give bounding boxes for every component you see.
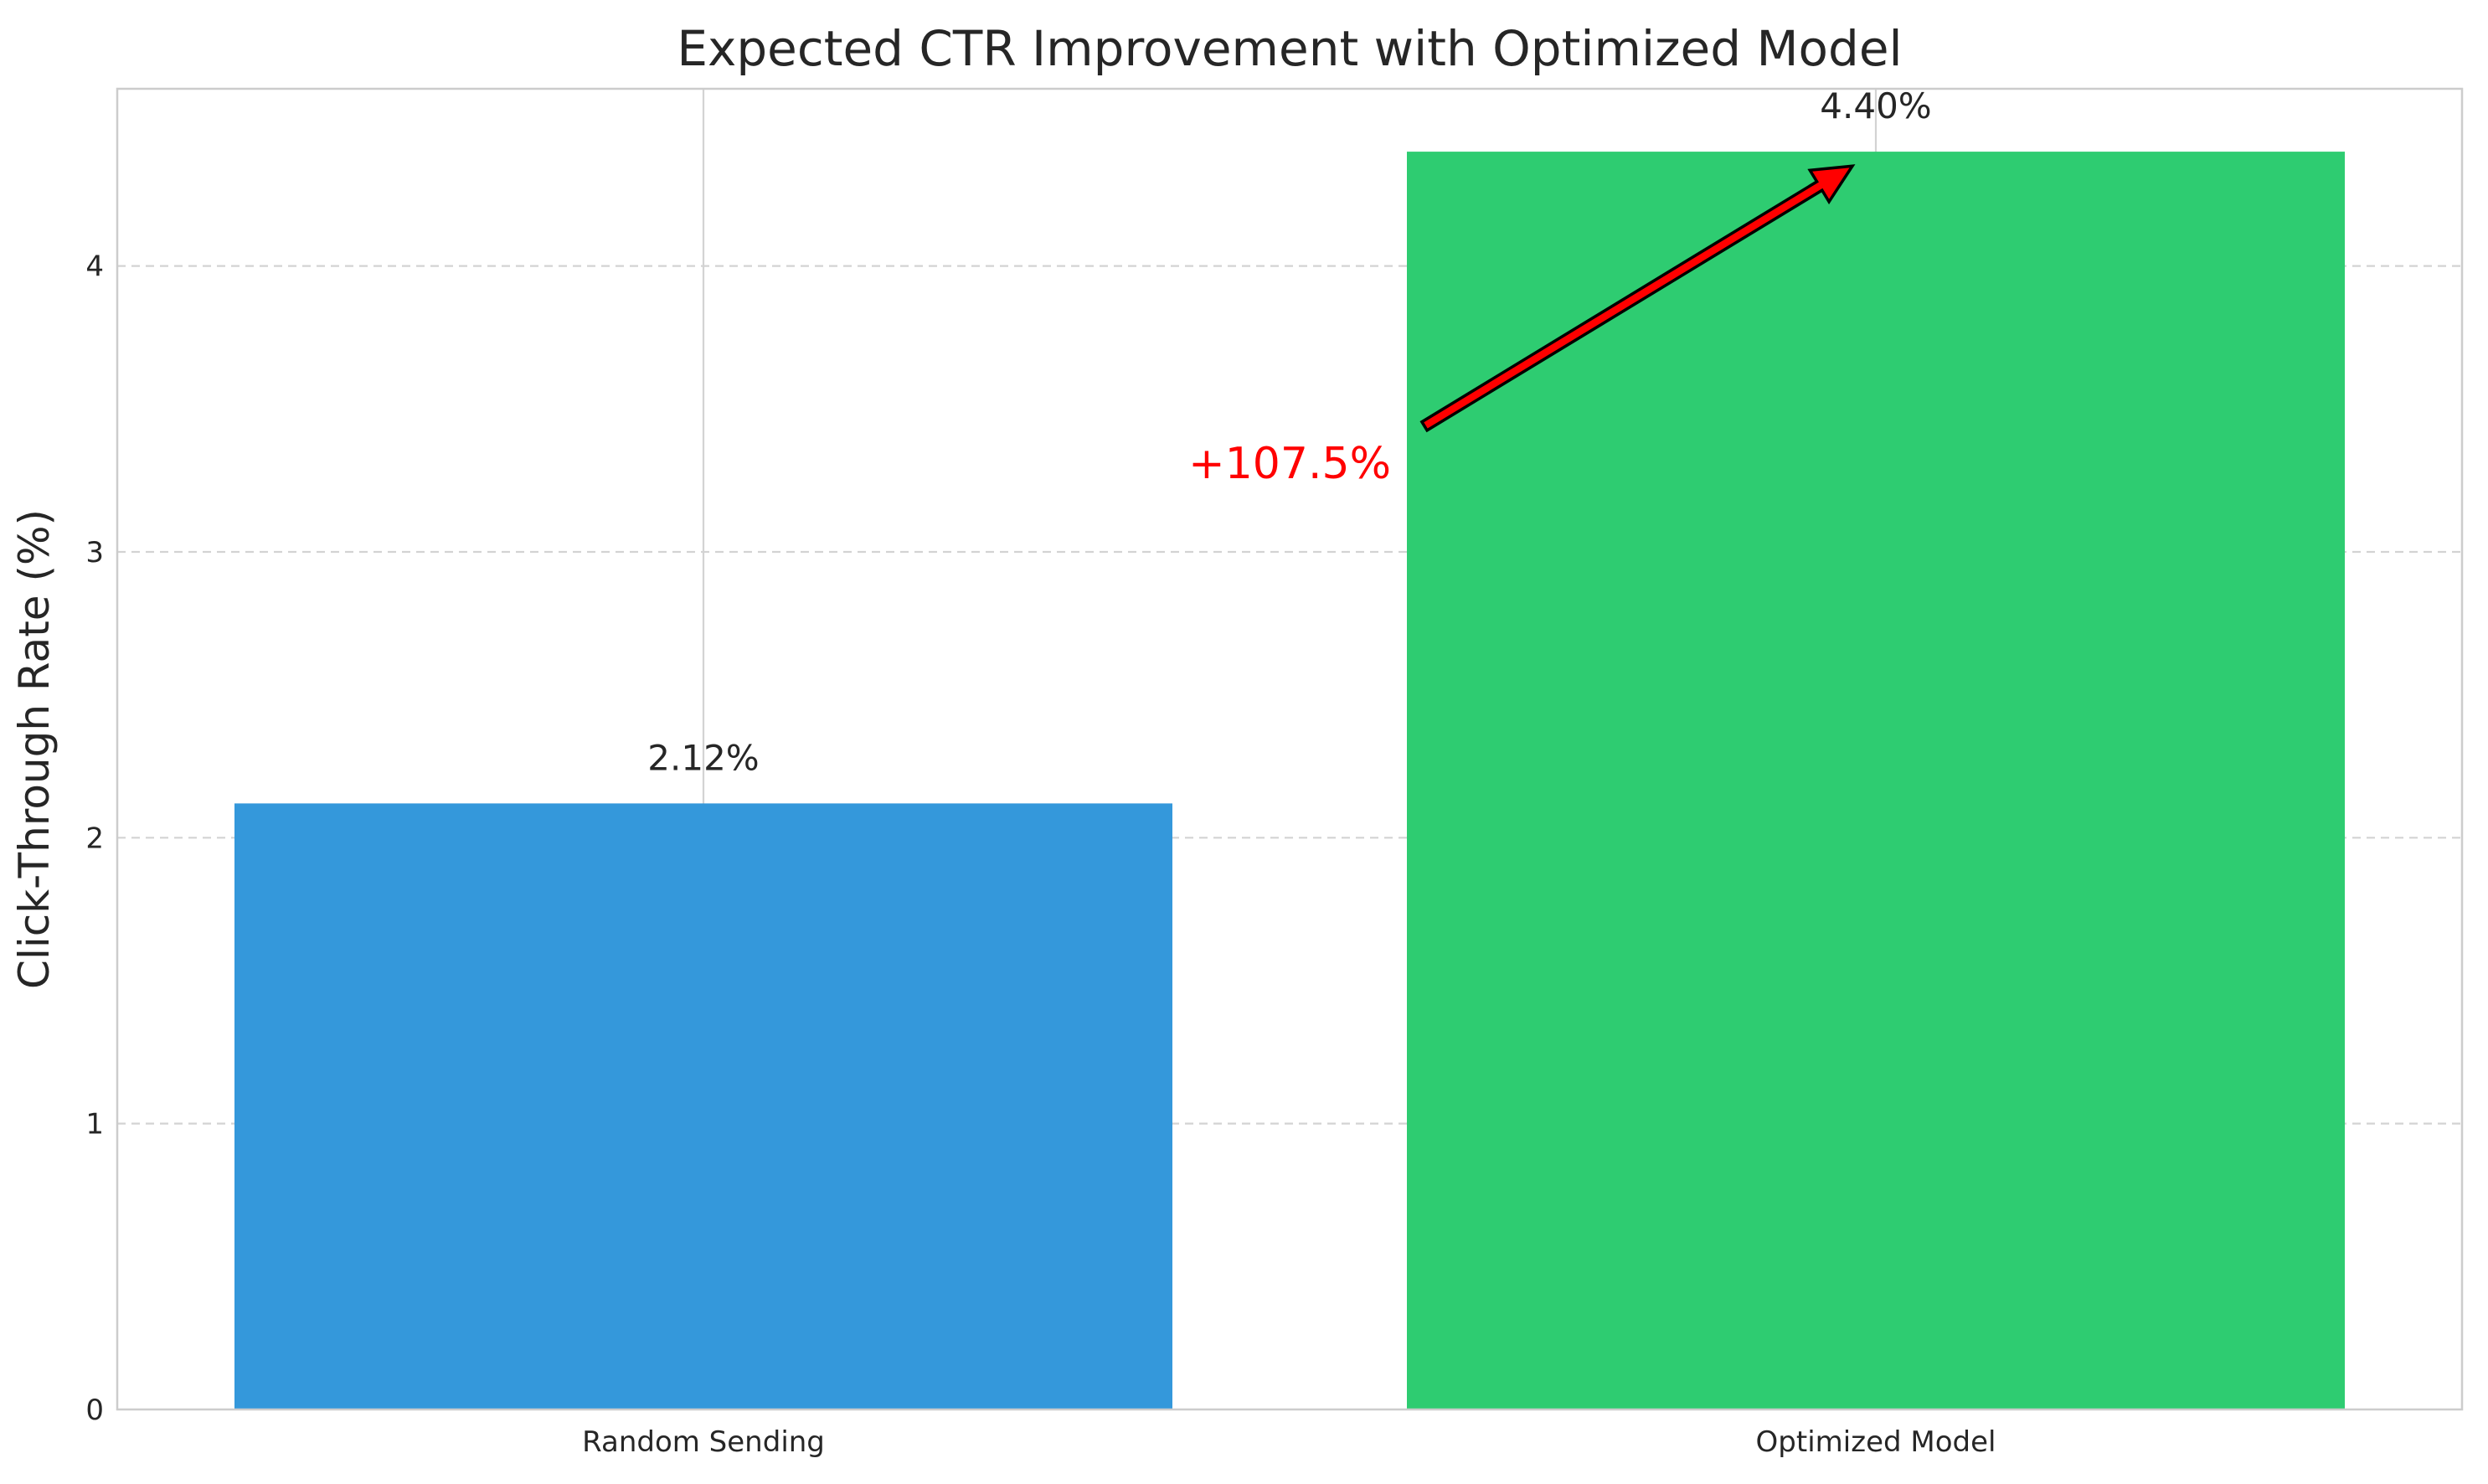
y-axis-label: Click-Through Rate (%): [10, 509, 59, 989]
bars: [234, 152, 2345, 1410]
y-tick-label: 0: [85, 1394, 104, 1427]
data-label: 4.40%: [1820, 85, 1931, 126]
y-tick-label: 2: [85, 822, 104, 855]
annotation: +107.5%: [1188, 164, 1856, 489]
axis-ticks: 0 1 2 3 4 Random Sending Optimized Model: [85, 250, 1996, 1459]
x-tick-label: Random Sending: [582, 1425, 825, 1459]
chart-title: Expected CTR Improvement with Optimized …: [677, 20, 1902, 77]
bar-random-sending: [234, 803, 1172, 1409]
x-tick-label: Optimized Model: [1756, 1425, 1996, 1459]
bar-optimized-model: [1407, 152, 2345, 1410]
y-tick-label: 1: [85, 1108, 104, 1141]
data-label: 2.12%: [647, 737, 759, 778]
y-tick-label: 3: [85, 536, 104, 569]
annotation-label: +107.5%: [1188, 439, 1391, 489]
plot-frame: [116, 87, 2464, 1411]
y-tick-label: 4: [85, 250, 104, 284]
annotation-arrow: [1419, 164, 1856, 433]
data-labels: 2.12% 4.40%: [647, 85, 1931, 778]
